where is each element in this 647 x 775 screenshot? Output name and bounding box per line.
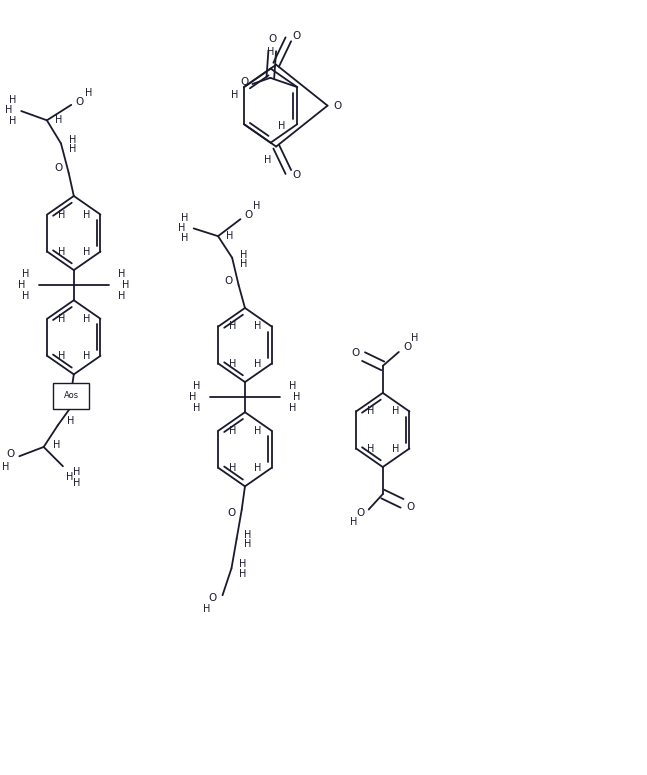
Text: H: H [118, 270, 126, 279]
Text: H: H [83, 351, 90, 361]
Text: H: H [181, 233, 188, 243]
Text: H: H [85, 88, 93, 98]
Text: H: H [239, 569, 247, 579]
Text: H: H [69, 144, 76, 154]
Text: H: H [245, 539, 252, 549]
Text: H: H [8, 116, 16, 126]
Text: H: H [55, 115, 62, 126]
Text: H: H [229, 322, 236, 332]
Text: H: H [391, 443, 399, 453]
Text: H: H [293, 392, 301, 402]
Text: H: H [367, 443, 374, 453]
Text: H: H [181, 213, 188, 223]
Text: H: H [190, 392, 197, 402]
Text: H: H [69, 135, 76, 145]
Text: H: H [18, 281, 26, 290]
Text: H: H [65, 472, 73, 482]
Text: H: H [203, 604, 211, 614]
Text: H: H [278, 121, 285, 131]
Text: H: H [254, 425, 261, 436]
Text: H: H [58, 351, 65, 361]
Text: H: H [289, 403, 297, 413]
Text: H: H [118, 291, 126, 301]
Text: H: H [289, 381, 297, 391]
Text: H: H [8, 95, 16, 105]
Text: H: H [5, 105, 12, 115]
Text: O: O [406, 502, 415, 512]
Text: H: H [240, 250, 247, 260]
Text: H: H [83, 246, 90, 257]
Text: H: H [178, 223, 185, 233]
Text: H: H [229, 359, 236, 369]
Text: H: H [73, 467, 81, 477]
Text: O: O [208, 594, 216, 603]
Text: H: H [240, 259, 247, 269]
Text: O: O [227, 508, 236, 518]
Text: H: H [67, 416, 74, 426]
Text: H: H [122, 281, 129, 290]
Text: O: O [356, 508, 364, 518]
Text: H: H [367, 406, 374, 416]
FancyBboxPatch shape [52, 383, 89, 409]
Text: H: H [391, 406, 399, 416]
Text: O: O [224, 276, 232, 286]
Text: O: O [269, 34, 277, 44]
Text: O: O [54, 164, 63, 173]
Text: O: O [351, 348, 359, 358]
Text: H: H [83, 209, 90, 219]
Text: H: H [264, 155, 271, 165]
Text: H: H [245, 530, 252, 540]
Text: H: H [229, 463, 236, 473]
Text: H: H [193, 403, 201, 413]
Text: H: H [193, 381, 201, 391]
Text: H: H [267, 46, 274, 57]
Text: O: O [292, 31, 300, 41]
Text: H: H [254, 201, 261, 211]
Text: O: O [292, 170, 300, 180]
Text: H: H [411, 333, 419, 343]
Text: H: H [83, 314, 90, 324]
Text: H: H [53, 439, 60, 449]
Text: H: H [58, 209, 65, 219]
Text: O: O [7, 449, 15, 459]
Text: O: O [403, 343, 411, 353]
Text: H: H [254, 463, 261, 473]
Text: H: H [239, 560, 247, 570]
Text: H: H [73, 478, 81, 488]
Text: H: H [231, 90, 238, 100]
Text: H: H [349, 517, 357, 527]
Text: H: H [58, 314, 65, 324]
Text: H: H [254, 359, 261, 369]
Text: Aos: Aos [64, 391, 80, 401]
Text: H: H [22, 291, 29, 301]
Text: H: H [22, 270, 29, 279]
Text: O: O [334, 101, 342, 111]
Text: O: O [245, 210, 253, 220]
Text: H: H [254, 322, 261, 332]
Text: H: H [226, 231, 234, 241]
Text: O: O [76, 97, 83, 107]
Text: O: O [240, 77, 248, 87]
Text: H: H [58, 246, 65, 257]
Text: H: H [1, 462, 9, 472]
Text: H: H [229, 425, 236, 436]
